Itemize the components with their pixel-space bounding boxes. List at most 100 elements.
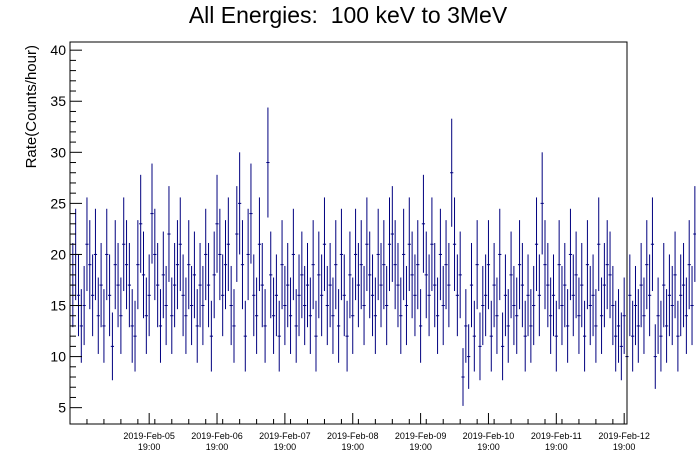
data-point <box>472 300 476 372</box>
data-point <box>424 231 428 319</box>
data-point <box>645 220 649 310</box>
data-point <box>435 277 440 354</box>
data-point <box>503 254 508 337</box>
data-point <box>119 277 123 354</box>
data-point <box>563 242 567 328</box>
data-points <box>71 107 696 406</box>
data-point <box>139 174 143 273</box>
data-point <box>102 289 106 363</box>
x-tick-time-label: 19:00 <box>409 442 432 452</box>
data-point <box>130 289 134 363</box>
data-point <box>303 265 307 346</box>
data-point <box>373 277 377 354</box>
data-point <box>684 277 688 354</box>
data-point <box>379 242 383 328</box>
data-point <box>212 231 216 319</box>
data-point <box>438 208 442 301</box>
data-point <box>656 277 660 354</box>
data-point <box>82 265 86 346</box>
data-point <box>574 231 578 319</box>
data-point <box>614 300 618 372</box>
data-point <box>523 300 527 372</box>
data-point <box>173 242 177 328</box>
x-tick-time-label: 19:00 <box>477 442 500 452</box>
data-point <box>215 174 219 273</box>
data-point <box>334 220 338 310</box>
data-point <box>141 231 146 319</box>
data-point <box>223 220 228 310</box>
data-point <box>382 220 386 310</box>
data-point <box>642 277 646 354</box>
data-point <box>96 277 100 354</box>
data-point <box>187 220 191 310</box>
data-point <box>288 277 293 354</box>
y-tick-label: 40 <box>50 42 66 58</box>
data-point <box>512 265 516 346</box>
data-point <box>639 242 643 328</box>
x-tick-time-label: 19:00 <box>341 442 364 452</box>
data-point <box>427 254 431 337</box>
data-point <box>88 220 92 310</box>
data-point <box>549 277 553 354</box>
data-point <box>416 220 420 310</box>
data-point <box>467 324 471 389</box>
data-point <box>325 265 329 346</box>
chart-title: All Energies: 100 keV to 3MeV <box>188 2 508 28</box>
data-point <box>498 208 502 301</box>
data-point <box>314 300 318 372</box>
data-point <box>362 265 366 346</box>
data-point <box>158 289 163 363</box>
data-point <box>345 300 349 372</box>
data-point <box>269 231 273 319</box>
data-point <box>164 265 168 346</box>
x-tick-time-label: 19:00 <box>545 442 568 452</box>
x-tick-date-label: 2019-Feb-05 <box>123 431 175 441</box>
data-point <box>291 208 295 301</box>
data-point <box>571 254 575 337</box>
data-point <box>311 220 315 310</box>
data-point <box>246 208 250 301</box>
data-point <box>322 197 327 292</box>
data-point <box>127 242 131 328</box>
data-point <box>150 163 154 264</box>
data-point <box>410 231 414 319</box>
data-point <box>396 242 400 328</box>
data-point <box>76 254 81 337</box>
data-point <box>650 197 655 292</box>
data-point <box>229 265 233 346</box>
data-point <box>300 231 304 319</box>
data-point <box>407 197 411 292</box>
data-point <box>133 300 137 372</box>
data-point <box>156 242 160 328</box>
data-point <box>681 242 686 328</box>
data-point <box>240 220 245 310</box>
data-point <box>189 265 194 346</box>
data-point <box>85 197 89 292</box>
data-point <box>260 242 264 328</box>
data-point <box>450 118 454 227</box>
y-tick-label: 20 <box>50 246 66 262</box>
data-point <box>667 254 672 337</box>
data-point <box>662 242 666 328</box>
x-tick-date-label: 2019-Feb-11 <box>531 431 582 441</box>
data-point <box>540 152 544 255</box>
x-tick-date-label: 2019-Feb-10 <box>463 431 515 441</box>
data-point <box>79 289 83 363</box>
data-point <box>636 289 640 363</box>
data-point <box>517 220 522 310</box>
data-point <box>631 300 635 372</box>
data-point <box>365 197 369 292</box>
data-point <box>170 277 174 354</box>
data-point <box>277 300 281 372</box>
data-point <box>232 289 236 363</box>
data-point <box>153 208 157 301</box>
data-point <box>628 254 632 337</box>
data-point <box>286 242 290 328</box>
axes: 5101520253035402019-Feb-0519:002019-Feb-… <box>50 41 650 452</box>
data-point <box>495 277 499 354</box>
data-point <box>320 254 324 337</box>
y-tick-label: 10 <box>50 349 66 365</box>
data-point <box>580 242 584 328</box>
data-point <box>444 220 448 310</box>
data-point <box>486 220 491 310</box>
